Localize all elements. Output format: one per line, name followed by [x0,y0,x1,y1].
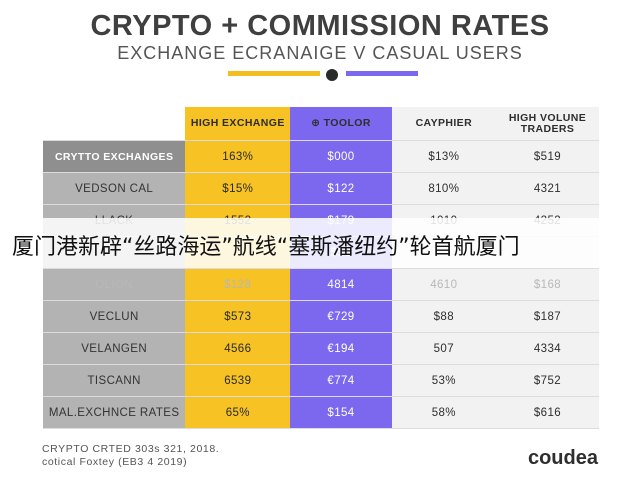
table-cell: $168 [495,269,599,301]
table-cell: €729 [290,301,392,333]
row-label-cell: CRYTTO EXCHANGES [43,141,186,173]
table-row: VECLUN $573 €729 $88 $187 [43,301,599,333]
table-row: VEDSON CAL $15% $122 810% 4321 [43,173,599,205]
caption-overlay-band [0,218,640,268]
table-row: MAL.EXCHNCE RATES 65% $154 58% $616 [43,397,599,429]
table-cell: $13% [391,141,496,173]
divider-yellow-bar [228,71,320,76]
page-subtitle: EXCHANGE ECRANAIGE V CASUAL USERS [117,43,523,63]
table-row: CRYTTO EXCHANGES 163% $000 $13% $519 [43,141,599,173]
table-row: VELANGEN 4566 €194 507 4334 [43,333,599,365]
table-cell: $128 [185,269,291,301]
caption-overlay-text: 厦门港新辟“丝路海运”航线“塞斯潘纽约”轮首航厦门 [12,235,520,260]
table-cell: $000 [290,141,392,173]
table-cell: 4321 [495,173,599,205]
table-cell: $519 [495,141,599,173]
table-cell: 4814 [290,269,392,301]
title-divider [228,69,418,81]
table-cell: 810% [391,173,496,205]
row-label-cell: VELANGEN [43,333,186,365]
page-title: CRYPTO + COMMISSION RATES [90,10,550,42]
header-high-exchange: HIGH EXCHANGE [185,107,291,141]
row-label-cell: TISCANN [43,365,186,397]
commission-rates-table: HIGH EXCHANGE ⊕ TOOLOR CAYPHIER HIGH VOL… [43,107,599,429]
table-cell: 6539 [185,365,291,397]
table-cell: 58% [391,397,496,429]
brand-logo-text: coudea [527,447,598,469]
table-cell: 65% [185,397,291,429]
table-row: TISCANN 6539 €774 53% $752 [43,365,599,397]
footnote-line-2: cotical Foxtey (EB3 4 2019) [42,456,188,468]
divider-purple-bar [346,71,418,76]
table-cell: €774 [290,365,392,397]
divider-dot [326,69,338,81]
table-cell: 507 [391,333,496,365]
table-cell: 163% [185,141,291,173]
table-cell: 4610 [391,269,496,301]
table-cell: 4334 [495,333,599,365]
table-cell: 53% [391,365,496,397]
row-label-cell: VEDSON CAL [43,173,186,205]
footnote-line-1: CRYPTO CRTED 303s 321, 2018. [42,443,220,455]
table-cell: $88 [391,301,496,333]
table-row: OLION $128 4814 4610 $168 [43,269,599,301]
table-cell: $616 [495,397,599,429]
row-label-cell: MAL.EXCHNCE RATES [43,397,186,429]
row-label-cell: OLION [43,269,186,301]
source-footnote: CRYPTO CRTED 303s 321, 2018. cotical Fox… [42,443,219,469]
header-high-volune-traders: HIGH VOLUNE TRADERS [495,107,599,141]
table-cell: €194 [290,333,392,365]
table-cell: 4566 [185,333,291,365]
table-cell: $154 [290,397,392,429]
table-cell: $573 [185,301,291,333]
table-cell: $122 [290,173,392,205]
table-cell: $187 [495,301,599,333]
table-header-row: HIGH EXCHANGE ⊕ TOOLOR CAYPHIER HIGH VOL… [43,107,599,141]
table-cell: $752 [495,365,599,397]
row-label-cell: VECLUN [43,301,186,333]
table-cell: $15% [185,173,291,205]
header-cayphier: CAYPHIER [391,107,496,141]
header-cell-blank [43,107,186,141]
header-toolor: ⊕ TOOLOR [290,107,392,141]
